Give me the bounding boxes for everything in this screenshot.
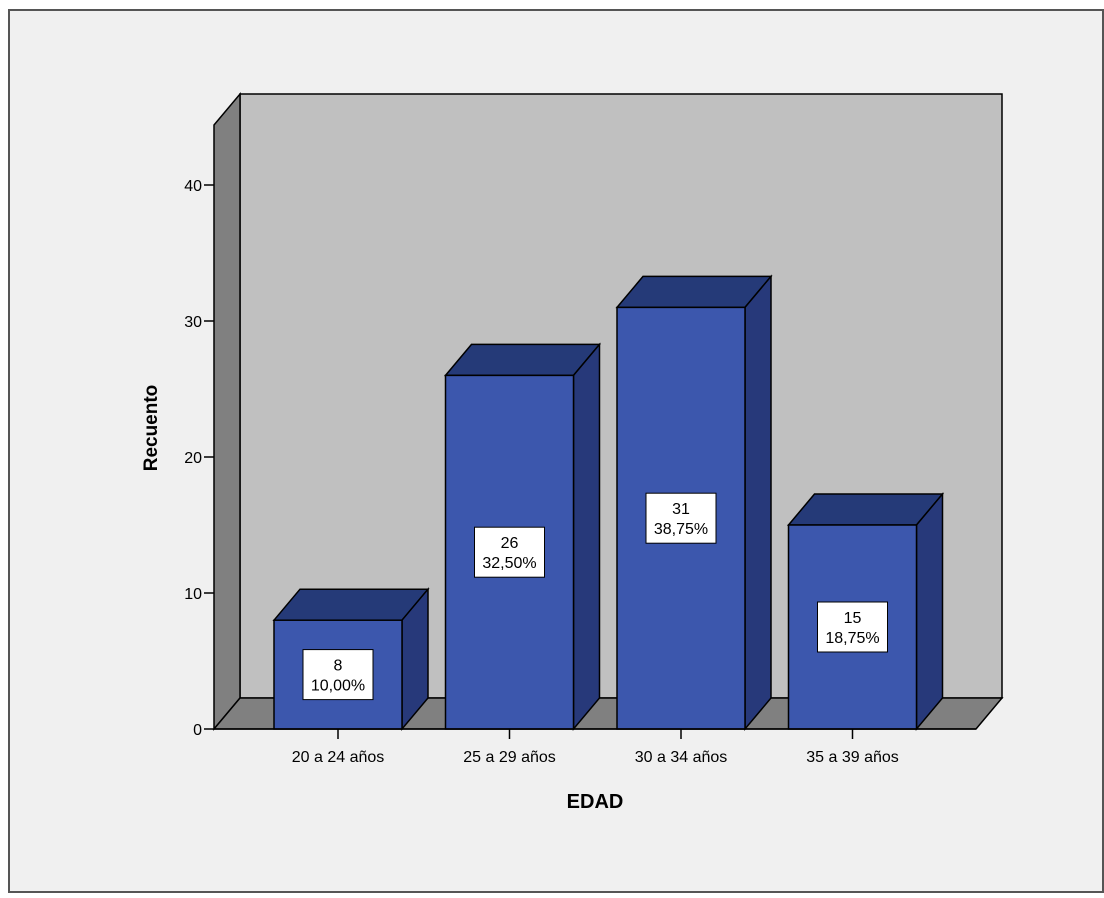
y-tick-label: 40 xyxy=(184,178,202,195)
x-tick-label: 30 a 34 años xyxy=(635,749,728,766)
data-label-box xyxy=(474,526,545,578)
data-label-percent: 38,75% xyxy=(654,521,708,538)
bar-top xyxy=(443,343,602,377)
x-tick-label: 20 a 24 años xyxy=(292,749,385,766)
y-tick-label: 10 xyxy=(184,586,202,603)
bar-top xyxy=(272,588,430,621)
bar-side xyxy=(744,274,772,732)
data-label-count: 26 xyxy=(501,535,519,552)
data-label-count: 31 xyxy=(672,501,690,518)
bar-top xyxy=(615,275,773,309)
bar: 8 10,00% xyxy=(272,587,430,732)
data-label-count: 8 xyxy=(334,658,343,675)
y-tick-label: 20 xyxy=(184,450,202,467)
data-label-box xyxy=(302,649,374,701)
bar: 31 38,75% xyxy=(615,274,773,732)
data-label-percent: 18,75% xyxy=(825,630,879,647)
bar-side xyxy=(572,342,601,732)
data-label-percent: 32,50% xyxy=(482,555,536,572)
side-wall xyxy=(213,91,241,732)
x-axis: 20 a 24 años 25 a 29 años 30 a 34 años 35 a… xyxy=(214,728,976,766)
bar: 26 32,50% xyxy=(443,342,602,732)
data-label-percent: 10,00% xyxy=(311,678,365,695)
y-tick-label: 0 xyxy=(193,722,202,739)
bar: 15 18,75% xyxy=(786,491,945,732)
bar-series: 8 10,00% 26 32,50% 31 38,75% 15 18,75% xyxy=(272,274,945,732)
y-axis: 0 10 20 30 40 xyxy=(184,178,214,739)
data-label-count: 15 xyxy=(844,610,862,627)
data-label-box xyxy=(817,601,888,653)
x-axis-label: EDAD xyxy=(567,791,624,813)
x-tick-label: 25 a 29 años xyxy=(463,749,556,766)
y-axis-label: Recuento xyxy=(141,385,162,472)
bar-side xyxy=(915,491,944,732)
x-tick-label: 35 a 39 años xyxy=(806,749,899,766)
bar-top xyxy=(786,493,945,526)
data-label-box xyxy=(645,492,717,544)
y-tick-label: 30 xyxy=(184,314,202,331)
